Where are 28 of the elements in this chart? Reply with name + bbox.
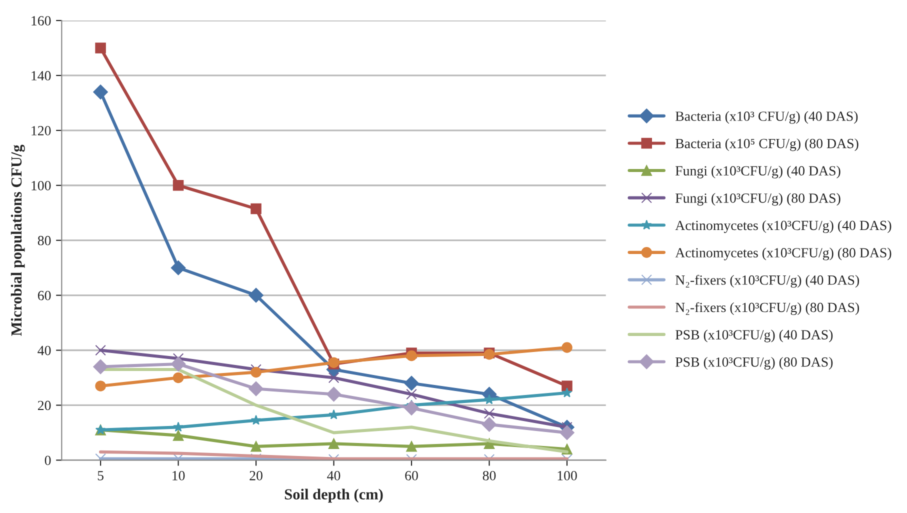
y-tick-label: 120	[32, 126, 51, 136]
legend-label: Fungi (x10³CFU/g) (80 DAS)	[675, 193, 840, 206]
legend-label: N₂-fixers (x10³CFU/g) (40 DAS)	[675, 274, 860, 288]
legend-label: N₂-fixers (x10³CFU/g) (80 DAS)	[675, 302, 860, 316]
x-tick-label: 20	[250, 470, 262, 480]
x-tick-label: 60	[405, 470, 418, 480]
legend-label: PSB (x10³CFU/g) (80 DAS)	[675, 356, 833, 370]
legend-label: Actinomycetes (x10³CFU/g) (40 DAS)	[675, 220, 892, 233]
x-tick-label: 80	[482, 470, 496, 480]
legend-label: PSB (x10³CFU/g) (40 DAS)	[675, 330, 833, 342]
y-tick-label: 100	[32, 180, 51, 190]
legend-label: Bacteria (x10³ CFU/g) (40 DAS)	[675, 111, 858, 124]
x-tick-label: 5	[98, 471, 104, 480]
y-axis-title: Microbial populations CFU/g	[10, 144, 25, 336]
x-tick-label: 10	[172, 470, 185, 480]
y-tick-label: 80	[38, 236, 51, 246]
x-tick-label: 100	[558, 470, 577, 480]
y-tick-label: 20	[38, 400, 51, 410]
y-tick-label: 40	[38, 346, 51, 356]
legend-label: Actinomycetes (x10³CFU/g) (80 DAS)	[675, 248, 892, 260]
y-tick-label: 0	[44, 456, 51, 466]
legend-label: Bacteria (x10⁵ CFU/g) (80 DAS)	[675, 138, 858, 152]
x-tick-label: 40	[327, 470, 340, 480]
x-axis-title: Soil depth (cm)	[284, 488, 383, 503]
legend-label: Fungi (x10³CFU/g) (40 DAS)	[675, 166, 840, 178]
y-tick-label: 60	[38, 290, 51, 300]
y-tick-label: 140	[32, 71, 51, 80]
y-tick-label: 160	[32, 16, 51, 26]
